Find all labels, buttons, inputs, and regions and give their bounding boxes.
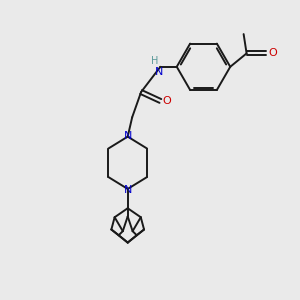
Text: O: O <box>163 96 171 106</box>
Text: O: O <box>268 48 277 59</box>
Text: H: H <box>152 56 159 66</box>
Text: N: N <box>124 131 132 141</box>
Text: N: N <box>124 184 132 194</box>
Text: N: N <box>155 67 163 77</box>
